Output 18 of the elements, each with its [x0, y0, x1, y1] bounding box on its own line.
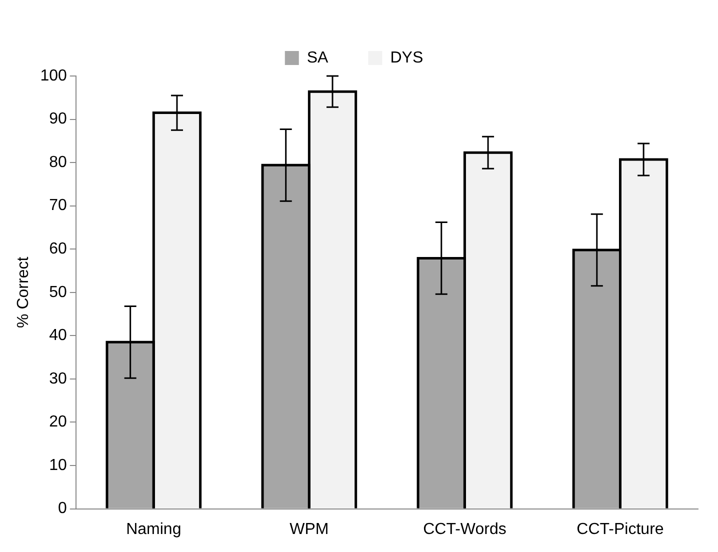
- x-tick-label: WPM: [290, 520, 329, 538]
- y-tick-label: 90: [49, 110, 67, 128]
- y-tick-label: 80: [49, 154, 67, 171]
- y-tick-label: 70: [49, 197, 67, 214]
- legend-label: DYS: [390, 49, 424, 66]
- y-tick-label: 0: [58, 500, 67, 518]
- legend-label: SA: [306, 49, 329, 66]
- y-tick-label: 40: [49, 327, 67, 344]
- y-tick-label: 60: [49, 240, 67, 258]
- y-tick-label: 10: [49, 456, 67, 474]
- y-tick-label: 20: [49, 414, 67, 431]
- y-axis-title: % Correct: [15, 256, 32, 328]
- y-tick-label: 100: [40, 67, 67, 84]
- x-tick-label: CCT-Words: [423, 520, 506, 538]
- x-tick-label: Naming: [126, 520, 182, 538]
- x-tick-label: CCT-Picture: [576, 520, 664, 538]
- y-tick-label: 50: [49, 284, 67, 301]
- y-tick-label: 30: [49, 370, 67, 388]
